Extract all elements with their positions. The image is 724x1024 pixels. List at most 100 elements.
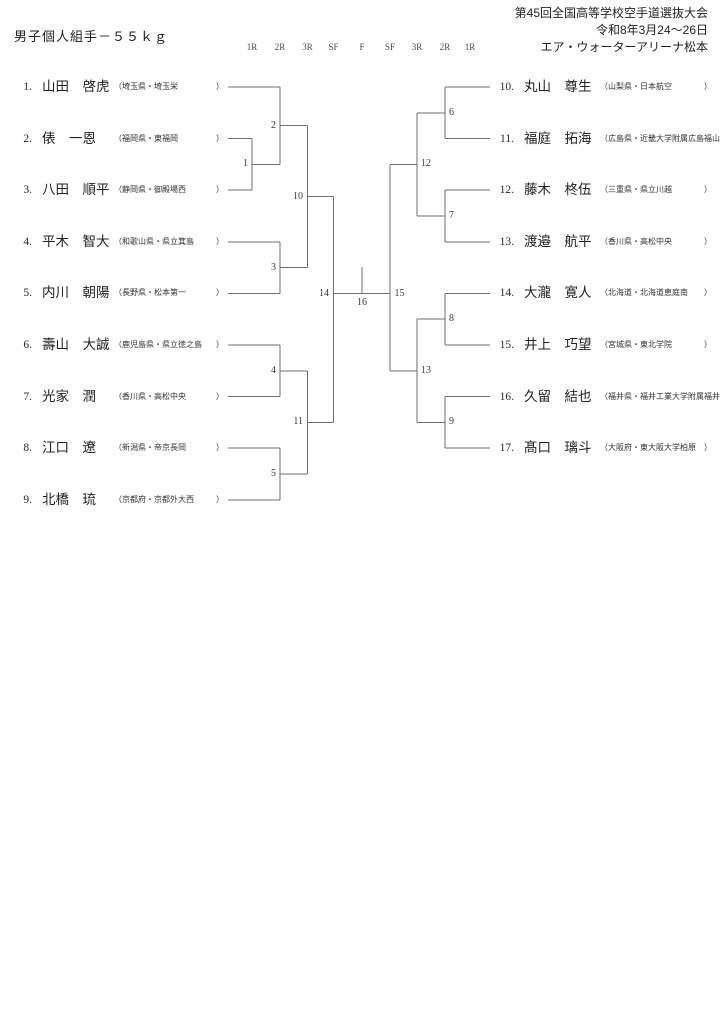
player-seed: 15. [499, 339, 514, 351]
round-label: 1R [464, 42, 476, 52]
player-row: 9. 北橋 琉 （京都府・京都外大西 ） [0, 491, 724, 509]
player-row: 6. 壽山 大誠 （鹿児島県・県立徳之島 ） [0, 336, 724, 354]
affiliation-text: （京都府・京都外大西 [114, 494, 194, 504]
player-affiliation: （長野県・松本第一 ） [114, 284, 224, 302]
affiliation-text: （福井県・福井工業大学附属福井 [600, 391, 720, 401]
affiliation-close-paren: ） [216, 133, 224, 143]
match-number: 16 [357, 297, 367, 308]
player-row: 14. 大瀧 寛人 （北海道・北海道恵庭南 ） [0, 284, 724, 302]
match-number: 5 [271, 468, 276, 479]
player-name: 久留 結也 [524, 388, 592, 404]
affiliation-close-paren: ） [704, 443, 712, 453]
player-seed: 17. [499, 442, 514, 455]
player-affiliation: （香川県・高松中央 ） [600, 233, 712, 251]
player-seed: 8. [23, 442, 32, 455]
player-name: 八田 順平 [42, 182, 110, 198]
event-venue: エア・ウォーターアリーナ松本 [540, 40, 708, 54]
player-row: 7. 光家 潤 （香川県・高松中央 ） [0, 388, 724, 406]
player-name: 福庭 拓海 [524, 130, 592, 146]
player-seed: 13. [499, 235, 514, 248]
event-title: 第45回全国高等学校空手道選抜大会 [514, 6, 708, 20]
player-affiliation: （新潟県・帝京長岡 ） [114, 439, 224, 457]
player-row: 2. 俵 一恩 （福岡県・東福岡 ） [0, 130, 724, 148]
affiliation-close-paren: ） [216, 288, 224, 298]
player-row: 4. 平木 智大 （和歌山県・県立箕島 ） [0, 233, 724, 251]
match-number: 3 [271, 261, 276, 273]
round-label: SF [384, 42, 395, 52]
player-affiliation: （大阪府・東大阪大学柏原 ） [600, 439, 712, 457]
round-label: 2R [274, 42, 286, 52]
round-label: 3R [302, 42, 313, 52]
player-row: 12. 藤木 柊伍 （三重県・県立川越 ） [0, 181, 724, 199]
affiliation-close-paren: ） [704, 236, 712, 246]
round-label: F [359, 42, 365, 52]
player-name: 内川 朝陽 [42, 285, 110, 301]
round-label: 1R [246, 42, 258, 52]
player-row: 8. 江口 遼 （新潟県・帝京長岡 ） [0, 439, 724, 457]
affiliation-text: （三重県・県立川越 [600, 185, 672, 195]
affiliation-text: （福岡県・東福岡 [114, 133, 178, 143]
round-label: 3R [411, 42, 423, 52]
player-affiliation: （埼玉県・埼玉栄 ） [114, 78, 224, 96]
player-row: 1. 山田 啓虎 （埼玉県・埼玉栄 ） [0, 78, 724, 96]
player-seed: 3. [23, 184, 32, 197]
player-affiliation: （広島県・近畿大学附属広島福山 [600, 130, 720, 148]
match-number: 4 [271, 364, 276, 376]
player-affiliation: （静岡県・御殿場西 ） [114, 181, 224, 199]
match-number: 14 [319, 287, 329, 299]
player-affiliation: （和歌山県・県立箕島 ） [114, 233, 224, 251]
player-affiliation: （鹿児島県・県立徳之島 ） [114, 336, 224, 354]
player-affiliation: （福井県・福井工業大学附属福井 [600, 388, 720, 406]
match-number: 10 [293, 190, 303, 202]
player-name: 壽山 大誠 [42, 337, 110, 352]
player-row: 13. 渡邉 航平 （香川県・高松中央 ） [0, 233, 724, 251]
affiliation-text: （鹿児島県・県立徳之島 [114, 340, 202, 349]
player-seed: 16. [499, 390, 514, 403]
affiliation-close-paren: ） [216, 391, 224, 401]
match-number: 8 [449, 313, 454, 325]
match-number: 7 [449, 210, 454, 221]
match-number: 1 [243, 158, 248, 170]
player-name: 髙口 璃斗 [524, 440, 592, 456]
round-label: 2R [439, 42, 451, 52]
player-name: 俵 一恩 [42, 130, 96, 146]
player-row: 15. 井上 巧望 （宮城県・東北学院 ） [0, 336, 724, 354]
player-affiliation: （宮城県・東北学院 ） [600, 336, 712, 354]
affiliation-close-paren: ） [216, 185, 224, 195]
affiliation-text: （香川県・高松中央 [600, 236, 672, 246]
player-seed: 14. [499, 287, 514, 300]
player-affiliation: （三重県・県立川越 ） [600, 181, 712, 199]
player-row: 16. 久留 結也 （福井県・福井工業大学附属福井 [0, 388, 724, 406]
match-number: 13 [421, 364, 431, 376]
player-seed: 10. [499, 81, 514, 93]
player-affiliation: （山梨県・日本航空 ） [600, 78, 712, 96]
player-seed: 2. [23, 132, 32, 145]
affiliation-text: （静岡県・御殿場西 [114, 185, 186, 195]
affiliation-text: （香川県・高松中央 [114, 391, 186, 401]
affiliation-close-paren: ） [704, 185, 712, 195]
player-seed: 4. [23, 235, 32, 248]
weight-class-title: 男子個人組手－５５ｋｇ [14, 29, 169, 44]
player-name: 平木 智大 [42, 233, 110, 249]
player-affiliation: （北海道・北海道恵庭南 ） [600, 284, 712, 302]
affiliation-text: （広島県・近畿大学附属広島福山 [600, 133, 720, 143]
affiliation-text: （北海道・北海道恵庭南 [600, 288, 688, 298]
event-dates: 令和8年3月24～26日 [595, 23, 708, 37]
player-name: 北橋 琉 [42, 491, 96, 507]
player-row: 17. 髙口 璃斗 （大阪府・東大阪大学柏原 ） [0, 439, 724, 457]
affiliation-close-paren: ） [216, 82, 224, 91]
player-seed: 5. [23, 287, 32, 300]
player-name: 藤木 柊伍 [524, 182, 592, 198]
affiliation-text: （長野県・松本第一 [114, 288, 186, 298]
player-seed: 11. [500, 132, 514, 145]
affiliation-text: （宮城県・東北学院 [600, 340, 672, 349]
match-number: 15 [394, 287, 405, 299]
match-number: 2 [271, 119, 276, 131]
player-row: 3. 八田 順平 （静岡県・御殿場西 ） [0, 181, 724, 199]
player-seed: 1. [23, 81, 32, 93]
player-name: 渡邉 航平 [524, 233, 592, 249]
affiliation-close-paren: ） [704, 82, 712, 91]
player-seed: 9. [23, 493, 32, 506]
